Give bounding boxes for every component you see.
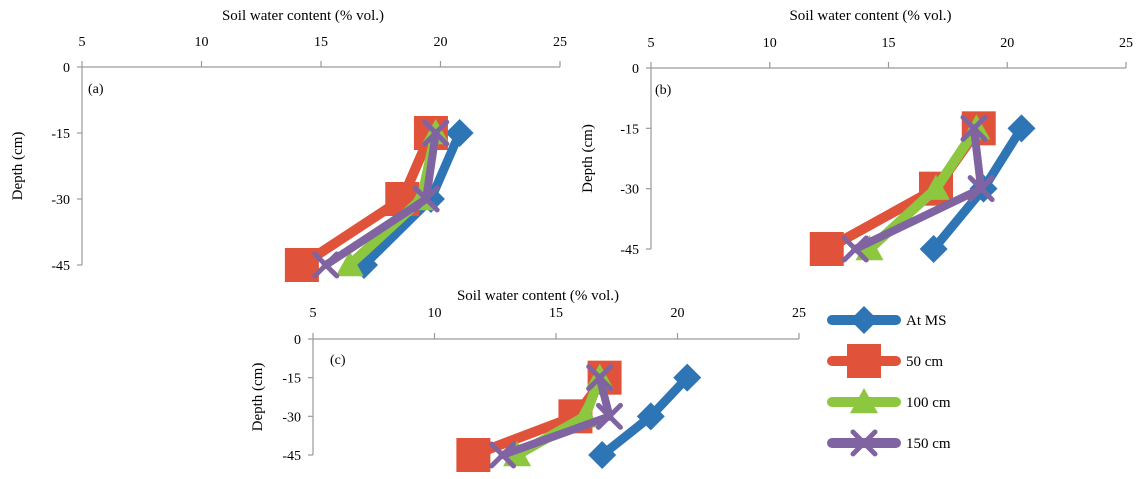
y-tick-label: -15 xyxy=(620,122,639,137)
x-tick-label: 10 xyxy=(428,306,442,321)
data-point-series-1 xyxy=(1007,114,1036,143)
y-tick-label: -30 xyxy=(282,410,301,425)
y-tick-label: -30 xyxy=(620,183,639,198)
legend-label: 50 cm xyxy=(906,354,943,370)
data-point-series-4 xyxy=(595,402,623,430)
legend-marker xyxy=(850,388,878,414)
y-axis-title: Depth (cm) xyxy=(250,363,266,432)
data-point-series-1 xyxy=(636,402,665,431)
legend-marker xyxy=(847,344,881,378)
chart-panel-1: 5 10 15 20 25 0 -15 -30 -45 Soil water content (%… xyxy=(10,8,567,282)
y-tick-label: -15 xyxy=(282,372,301,387)
data-point-series-2 xyxy=(456,438,491,472)
x-tick-label: 5 xyxy=(310,306,317,321)
x-tick-label: 15 xyxy=(882,36,896,51)
x-tick-label: 15 xyxy=(314,35,328,50)
x-tick-label: 25 xyxy=(792,306,806,321)
panel-label: (c) xyxy=(330,353,346,368)
legend-marker xyxy=(850,429,878,457)
legend-label: 100 cm xyxy=(906,395,951,411)
x-tick-label: 20 xyxy=(1000,36,1014,51)
data-point-series-4 xyxy=(960,114,988,142)
y-tick-label: 0 xyxy=(632,62,639,77)
data-point-series-2 xyxy=(809,232,844,266)
x-tick-label: 20 xyxy=(434,35,448,50)
y-tick-label: -30 xyxy=(51,193,70,208)
data-point-series-1 xyxy=(588,441,617,469)
data-point-series-1 xyxy=(673,363,702,392)
data-point-series-4 xyxy=(422,119,450,147)
x-tick-label: 10 xyxy=(763,36,777,51)
panel-label: (b) xyxy=(655,83,672,98)
y-tick-label: -45 xyxy=(620,243,639,258)
data-point-series-4 xyxy=(841,235,869,263)
y-tick-label: 0 xyxy=(294,333,301,348)
y-axis-title: Depth (cm) xyxy=(580,124,596,193)
x-tick-label: 15 xyxy=(549,306,563,321)
x-axis-title: Soil water content (% vol.) xyxy=(789,8,951,24)
y-tick-label: -15 xyxy=(51,127,70,142)
data-point-series-4 xyxy=(586,364,614,392)
y-axis-title: Depth (cm) xyxy=(10,132,26,201)
legend-marker xyxy=(850,306,878,334)
x-tick-label: 5 xyxy=(79,35,86,50)
data-point-series-1 xyxy=(445,119,474,147)
data-point-series-4 xyxy=(967,175,995,203)
data-point-series-3 xyxy=(922,174,950,200)
x-tick-label: 5 xyxy=(648,36,655,51)
x-tick-label: 10 xyxy=(195,35,209,50)
data-point-series-1 xyxy=(919,235,948,263)
legend: At MS 50 cm 100 cm 150 cm xyxy=(827,306,951,457)
chart-panel-2: 5 10 15 20 25 0 -15 -30 -45 Soil water content (%… xyxy=(580,8,1133,266)
legend-label: 150 cm xyxy=(906,436,951,452)
series-line-2 xyxy=(821,123,984,254)
x-tick-label: 25 xyxy=(1119,36,1133,51)
data-point-series-4 xyxy=(412,185,440,213)
y-tick-label: -45 xyxy=(282,449,301,464)
y-tick-label: -45 xyxy=(51,259,70,274)
x-tick-label: 20 xyxy=(671,306,685,321)
data-point-series-3 xyxy=(335,251,364,277)
x-axis-title: Soil water content (% vol.) xyxy=(457,288,619,304)
y-tick-label: 0 xyxy=(63,61,70,76)
data-point-series-4 xyxy=(489,441,517,469)
x-axis-title: Soil water content (% vol.) xyxy=(222,8,384,24)
x-tick-label: 25 xyxy=(553,35,567,50)
chart-panel-3: 5 10 15 20 25 0 -15 -30 -45 Soil water content (%… xyxy=(250,288,806,472)
data-point-series-4 xyxy=(312,251,340,279)
panel-label: (a) xyxy=(88,82,104,97)
legend-label: At MS xyxy=(906,313,946,329)
